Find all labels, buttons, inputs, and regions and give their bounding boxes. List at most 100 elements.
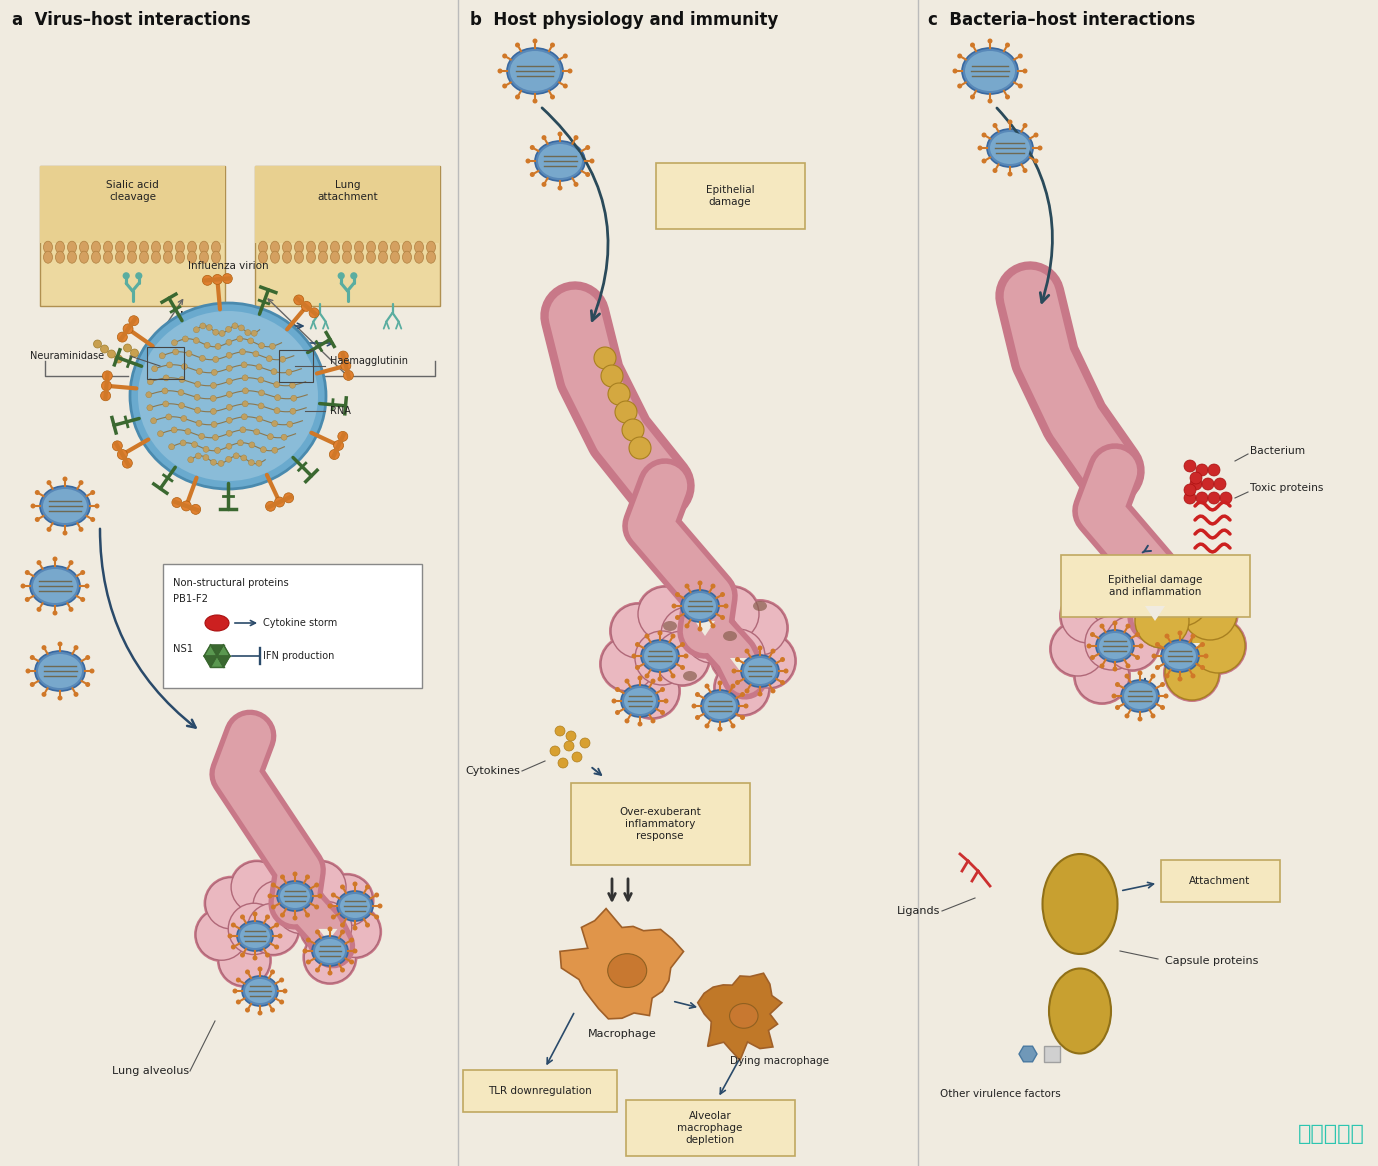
Circle shape xyxy=(1086,644,1091,648)
Circle shape xyxy=(303,948,307,954)
Circle shape xyxy=(515,94,520,99)
Ellipse shape xyxy=(962,48,1018,94)
Circle shape xyxy=(1090,655,1096,660)
Text: PB1-F2: PB1-F2 xyxy=(174,593,208,604)
Ellipse shape xyxy=(164,241,172,253)
Ellipse shape xyxy=(1164,642,1196,669)
Circle shape xyxy=(601,637,655,691)
Circle shape xyxy=(192,442,197,448)
Circle shape xyxy=(314,883,320,887)
Circle shape xyxy=(1151,674,1156,679)
Ellipse shape xyxy=(103,241,113,253)
Circle shape xyxy=(101,345,109,353)
Circle shape xyxy=(685,583,689,589)
Circle shape xyxy=(167,361,172,368)
Circle shape xyxy=(711,583,715,589)
Circle shape xyxy=(1191,619,1244,673)
Circle shape xyxy=(256,364,262,370)
Circle shape xyxy=(165,414,172,420)
Circle shape xyxy=(328,904,332,908)
Circle shape xyxy=(69,560,73,566)
Circle shape xyxy=(153,337,161,345)
Circle shape xyxy=(741,634,795,688)
Circle shape xyxy=(160,353,165,359)
Ellipse shape xyxy=(306,241,316,253)
Circle shape xyxy=(1184,492,1196,504)
Circle shape xyxy=(259,389,265,396)
Ellipse shape xyxy=(237,921,273,951)
Circle shape xyxy=(240,427,245,433)
Circle shape xyxy=(723,604,729,609)
Text: Bacterium: Bacterium xyxy=(1250,447,1305,456)
Ellipse shape xyxy=(43,489,87,524)
Circle shape xyxy=(1163,644,1221,702)
Circle shape xyxy=(186,351,192,357)
Circle shape xyxy=(1112,667,1118,672)
Ellipse shape xyxy=(402,241,412,253)
Circle shape xyxy=(1083,614,1141,672)
Circle shape xyxy=(1155,642,1160,647)
Ellipse shape xyxy=(729,1004,758,1028)
Bar xyxy=(1045,1046,1060,1062)
Circle shape xyxy=(25,570,30,575)
Circle shape xyxy=(271,421,277,427)
Ellipse shape xyxy=(91,251,101,264)
Circle shape xyxy=(365,922,371,927)
Circle shape xyxy=(550,42,555,48)
Circle shape xyxy=(1022,122,1028,128)
Circle shape xyxy=(1155,573,1209,626)
Circle shape xyxy=(340,885,344,890)
Ellipse shape xyxy=(139,251,149,264)
Circle shape xyxy=(695,715,700,719)
Circle shape xyxy=(236,999,241,1004)
Circle shape xyxy=(333,441,343,450)
Circle shape xyxy=(160,342,168,350)
Circle shape xyxy=(85,682,90,687)
Ellipse shape xyxy=(306,251,316,264)
Circle shape xyxy=(52,611,58,616)
Circle shape xyxy=(1084,616,1140,670)
Text: Cytokines: Cytokines xyxy=(466,766,520,777)
Circle shape xyxy=(274,497,285,507)
Circle shape xyxy=(267,434,273,440)
Circle shape xyxy=(41,645,47,651)
Circle shape xyxy=(550,94,555,99)
Circle shape xyxy=(274,944,280,949)
Circle shape xyxy=(212,329,219,336)
Circle shape xyxy=(287,421,292,427)
Circle shape xyxy=(152,366,157,372)
Circle shape xyxy=(193,337,200,344)
Text: Alveolar
macrophage
depletion: Alveolar macrophage depletion xyxy=(678,1111,743,1145)
Circle shape xyxy=(1090,632,1096,637)
Circle shape xyxy=(47,527,51,532)
Circle shape xyxy=(780,656,785,662)
Ellipse shape xyxy=(259,241,267,253)
Circle shape xyxy=(90,668,95,674)
Circle shape xyxy=(211,395,216,401)
Circle shape xyxy=(1177,631,1182,635)
Circle shape xyxy=(1164,633,1170,639)
Circle shape xyxy=(36,560,41,566)
Ellipse shape xyxy=(138,311,318,482)
Circle shape xyxy=(679,642,685,647)
Circle shape xyxy=(671,604,677,609)
Ellipse shape xyxy=(510,51,559,91)
Circle shape xyxy=(1155,573,1209,626)
Ellipse shape xyxy=(128,251,136,264)
Ellipse shape xyxy=(128,241,136,253)
Circle shape xyxy=(704,683,710,689)
Ellipse shape xyxy=(33,569,77,603)
Circle shape xyxy=(542,135,547,140)
Circle shape xyxy=(258,377,265,382)
Circle shape xyxy=(704,723,710,729)
Circle shape xyxy=(95,504,99,508)
Circle shape xyxy=(715,661,769,715)
Circle shape xyxy=(90,517,95,522)
Ellipse shape xyxy=(390,241,400,253)
Circle shape xyxy=(1184,484,1196,496)
Circle shape xyxy=(211,459,216,465)
Circle shape xyxy=(1196,464,1209,476)
Circle shape xyxy=(171,427,178,433)
Circle shape xyxy=(280,874,285,879)
Circle shape xyxy=(226,417,233,423)
